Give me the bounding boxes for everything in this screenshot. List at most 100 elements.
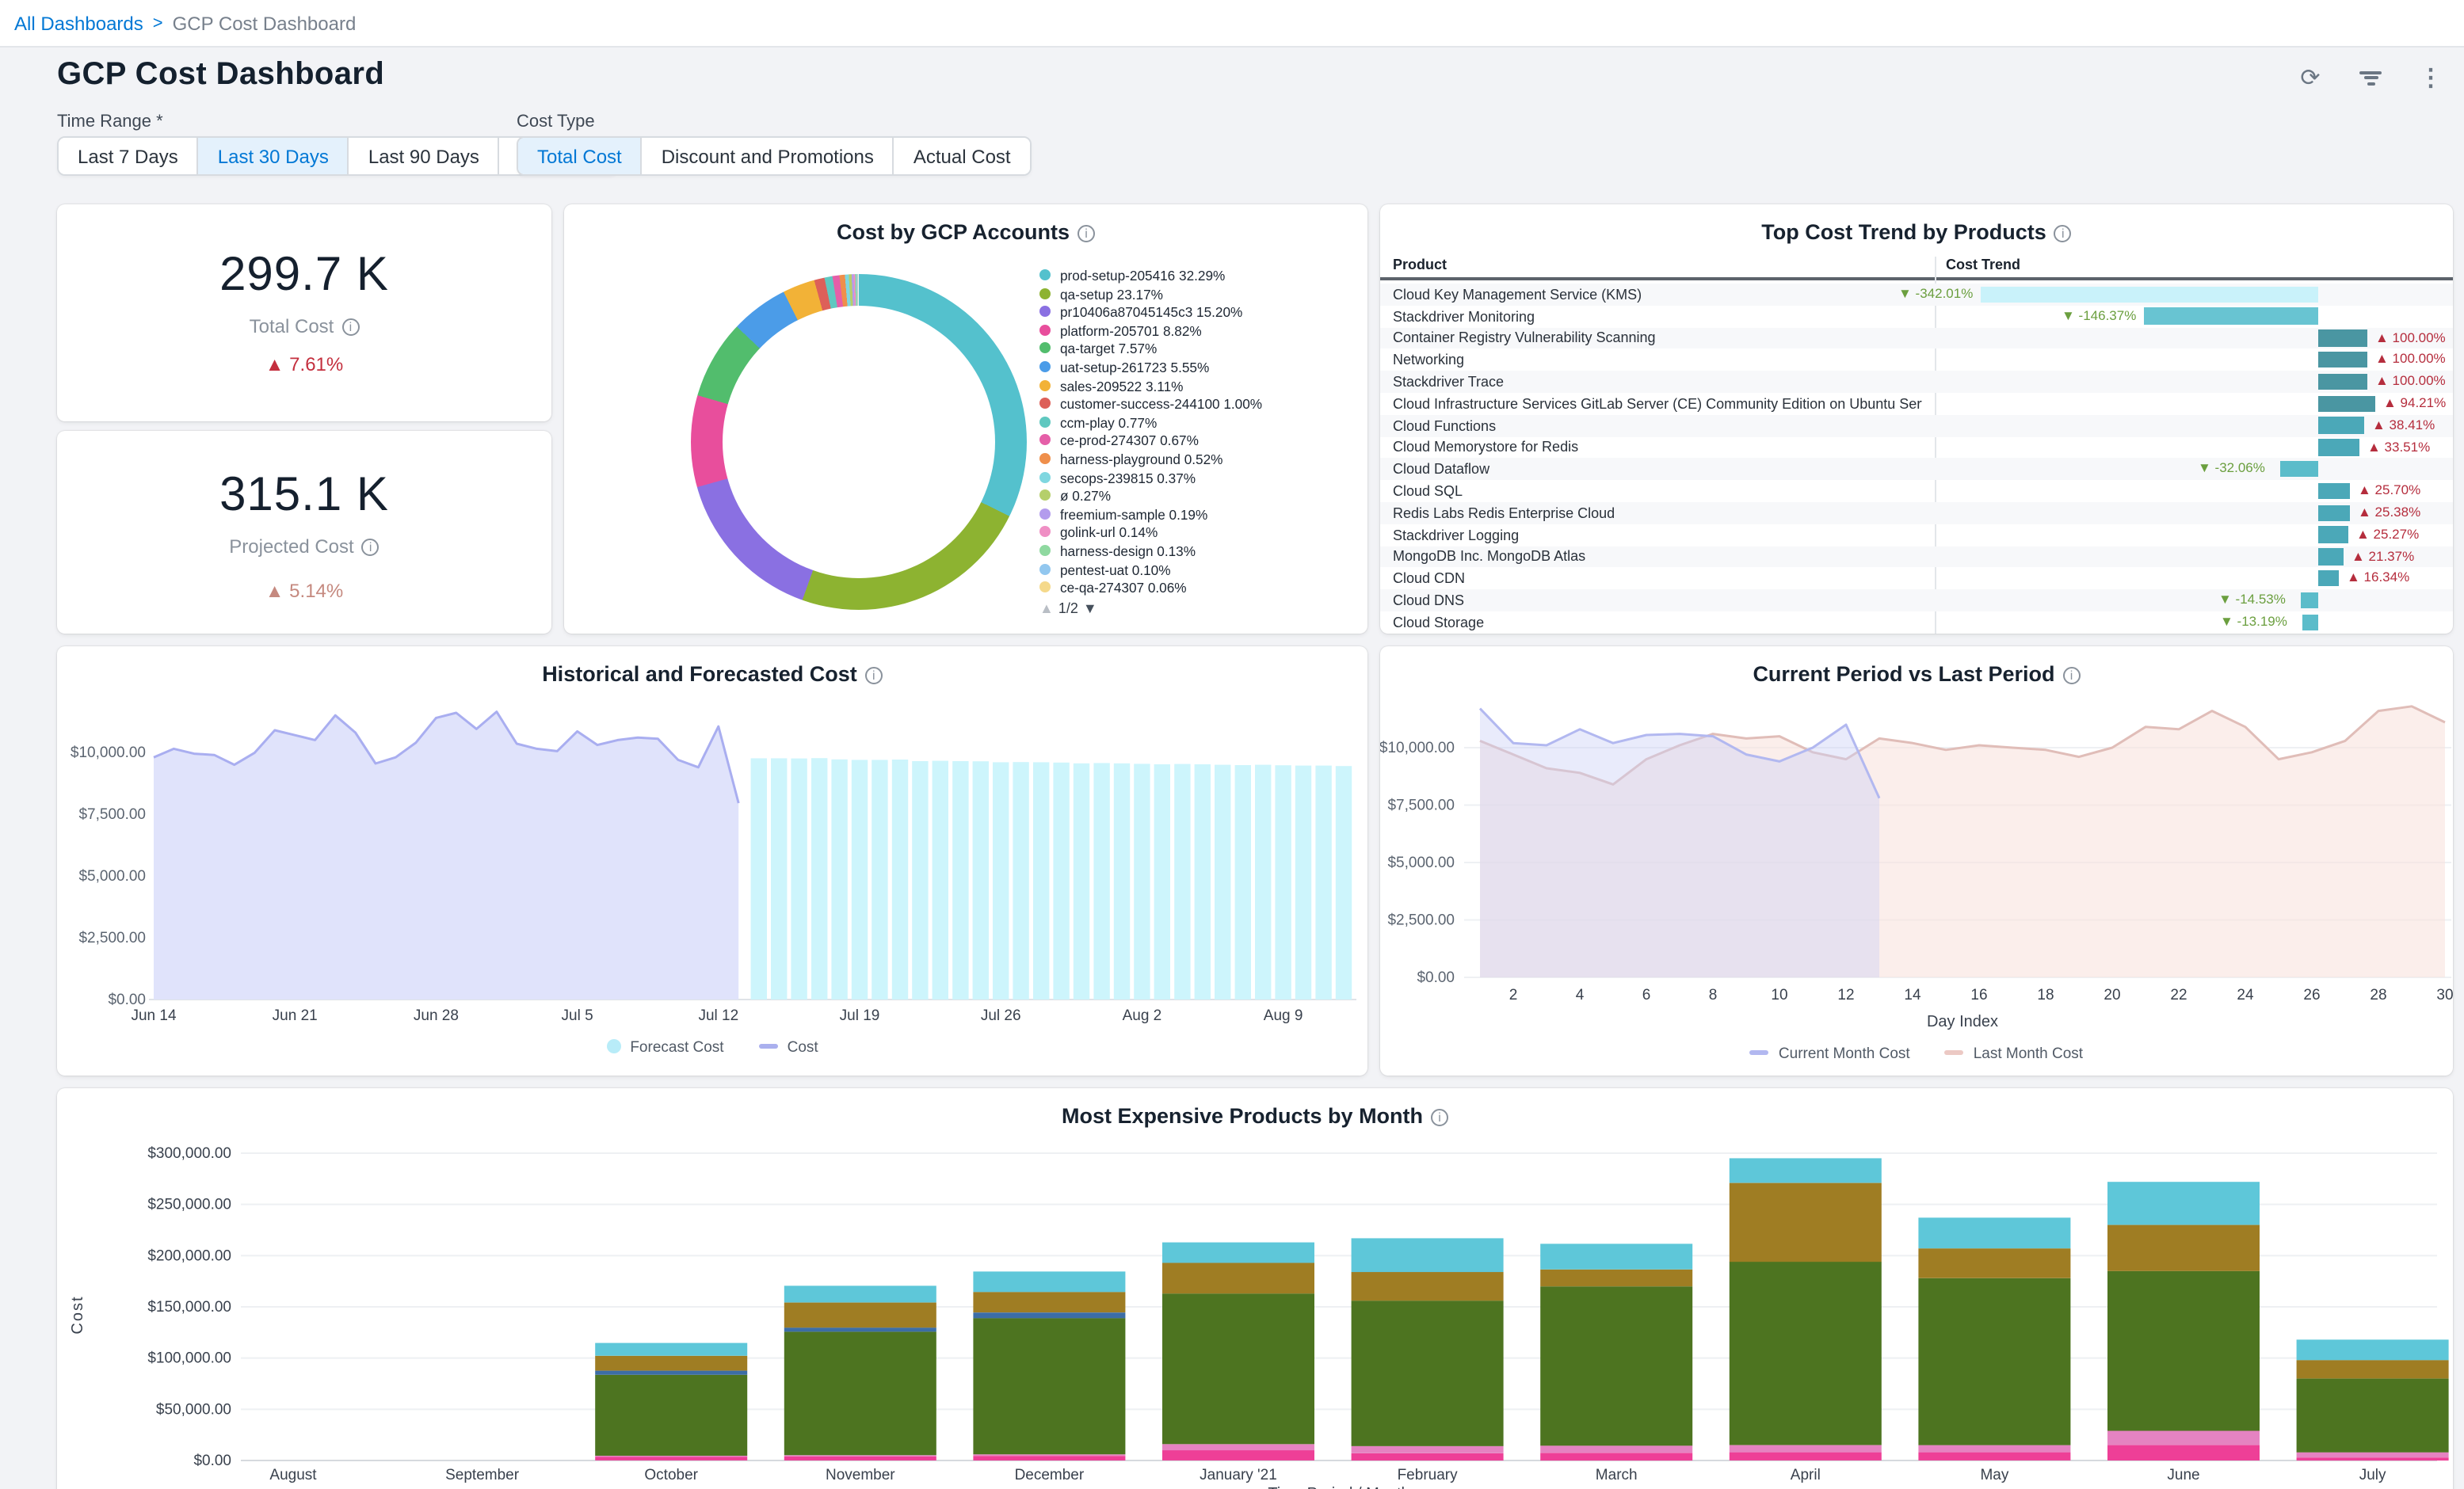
filter-icon[interactable] (2356, 63, 2385, 92)
cost-trend-cell: ▲ 33.51% (1922, 436, 2453, 459)
product-cell: Cloud CDN (1380, 571, 1922, 587)
legend-label: ce-prod-274307 0.67% (1060, 433, 1199, 449)
filter-option-last-30-days[interactable]: Last 30 Days (197, 138, 348, 174)
cost-trend-cell: ▲ 16.34% (1922, 568, 2453, 590)
table-row-container-registry-vulnerability-scannin[interactable]: Container Registry Vulnerability Scannin… (1380, 327, 2453, 349)
breadcrumb-link-all-dashboards[interactable]: All Dashboards (14, 12, 143, 34)
info-icon[interactable]: i (1431, 1109, 1448, 1126)
svg-text:2: 2 (1509, 987, 1518, 1003)
legend-item-ccm-play[interactable]: ccm-play 0.77% (1039, 415, 1356, 431)
table-row-cloud-memorystore-for-redis[interactable]: Cloud Memorystore for Redis▲ 33.51% (1380, 436, 2453, 459)
table-row-cloud-storage[interactable]: Cloud Storage▼ -13.19% (1380, 611, 2453, 634)
legend-cost[interactable]: Cost (759, 1039, 818, 1057)
info-icon[interactable]: i (341, 318, 359, 336)
product-cell: Redis Labs Redis Enterprise Cloud (1380, 505, 1922, 521)
table-row-stackdriver-monitoring[interactable]: Stackdriver Monitoring▼ -146.37% (1380, 306, 2453, 328)
legend-item-[interactable]: ø 0.27% (1039, 488, 1356, 504)
filter-option-discount-and-promotions[interactable]: Discount and Promotions (641, 138, 893, 174)
trend-bar (2280, 461, 2318, 478)
info-icon[interactable]: i (362, 539, 380, 556)
total-cost-value: 299.7 K (57, 249, 551, 303)
legend-swatch-icon (1039, 288, 1051, 299)
product-cell: Cloud Infrastructure Services GitLab Ser… (1380, 396, 1922, 412)
legend-item-platform-205701[interactable]: platform-205701 8.82% (1039, 323, 1356, 339)
legend-item-pentest-uat[interactable]: pentest-uat 0.10% (1039, 562, 1356, 577)
filter-option-last-90-days[interactable]: Last 90 Days (348, 138, 498, 174)
info-icon[interactable]: i (865, 667, 883, 684)
table-row-cloud-cdn[interactable]: Cloud CDN ▲ 16.34% (1380, 568, 2453, 590)
trend-bar (2144, 308, 2318, 325)
trend-bar (1981, 286, 2318, 303)
legend-page-up-icon[interactable]: ▲ (1039, 600, 1054, 616)
table-row-redis-labs-redis-enterprise-cloud[interactable]: Redis Labs Redis Enterprise Cloud▲ 25.38… (1380, 502, 2453, 524)
info-icon[interactable]: i (2063, 667, 2081, 684)
period-comparison-chart[interactable]: $0.00$2,500.00$5,000.00$7,500.00$10,000.… (1380, 694, 2453, 1039)
trend-value: ▲ 16.34% (2347, 569, 2409, 585)
legend-item-qa-target[interactable]: qa-target 7.57% (1039, 341, 1356, 357)
legend-current-month-cost[interactable]: Current Month Cost (1750, 1045, 1910, 1063)
svg-text:$300,000.00: $300,000.00 (147, 1145, 231, 1162)
legend-label: prod-setup-205416 32.29% (1060, 268, 1225, 284)
filter-option-total-cost[interactable]: Total Cost (518, 138, 641, 174)
monthly-stacked-bar-chart[interactable]: $0.00$50,000.00$100,000.00$150,000.00$20… (57, 1133, 2453, 1489)
table-row-cloud-infrastructure-services-gitlab-ser[interactable]: Cloud Infrastructure Services GitLab Ser… (1380, 393, 2453, 415)
table-row-cloud-sql[interactable]: Cloud SQL▲ 25.70% (1380, 480, 2453, 502)
historical-forecast-chart[interactable]: $0.00$2,500.00$5,000.00$7,500.00$10,000.… (57, 694, 1367, 1030)
legend-item-harness-design[interactable]: harness-design 0.13% (1039, 543, 1356, 559)
table-row-networking[interactable]: Networking▲ 100.00% (1380, 349, 2453, 371)
legend-label: harness-playground 0.52% (1060, 451, 1222, 467)
table-row-cloud-dns[interactable]: Cloud DNS▼ -14.53% (1380, 589, 2453, 611)
historical-chart-title: Historical and Forecasted Cost (542, 662, 857, 686)
legend-item-freemium-sample[interactable]: freemium-sample 0.19% (1039, 506, 1356, 522)
svg-text:4: 4 (1576, 987, 1585, 1003)
legend-item-golink-url[interactable]: golink-url 0.14% (1039, 525, 1356, 541)
table-row-mongodb-inc-mongodb-atlas[interactable]: MongoDB Inc. MongoDB Atlas▲ 21.37% (1380, 546, 2453, 568)
legend-swatch-icon (1039, 508, 1051, 519)
legend-last-month-cost[interactable]: Last Month Cost (1945, 1045, 2083, 1063)
legend-item-pr10406a87045145c3[interactable]: pr10406a87045145c3 15.20% (1039, 304, 1356, 320)
table-row-cloud-dataflow[interactable]: Cloud Dataflow▼ -32.06% (1380, 459, 2453, 481)
product-cell: Cloud Key Management Service (KMS) (1380, 287, 1922, 303)
legend-item-harness-playground[interactable]: harness-playground 0.52% (1039, 451, 1356, 467)
filter-option-actual-cost[interactable]: Actual Cost (893, 138, 1030, 174)
legend-item-ce-qa-274307[interactable]: ce-qa-274307 0.06% (1039, 580, 1356, 596)
refresh-icon[interactable]: ⟳ (2296, 63, 2325, 92)
trend-bar (2318, 483, 2350, 500)
svg-text:28: 28 (2370, 987, 2386, 1003)
legend-item-ce-prod-274307[interactable]: ce-prod-274307 0.67% (1039, 433, 1356, 449)
legend-item-qa-setup[interactable]: qa-setup 23.17% (1039, 286, 1356, 302)
table-row-stackdriver-logging[interactable]: Stackdriver Logging▲ 25.27% (1380, 524, 2453, 546)
legend-forecast-cost[interactable]: Forecast Cost (606, 1039, 723, 1057)
legend-item-uat-setup-261723[interactable]: uat-setup-261723 5.55% (1039, 360, 1356, 375)
svg-text:12: 12 (1837, 987, 1854, 1003)
filter-option-last-7-days[interactable]: Last 7 Days (59, 138, 197, 174)
legend-swatch-icon (1039, 435, 1051, 446)
table-row-stackdriver-trace[interactable]: Stackdriver Trace▲ 100.00% (1380, 371, 2453, 393)
legend-item-sales-209522[interactable]: sales-209522 3.11% (1039, 378, 1356, 394)
trend-bar (2318, 395, 2375, 412)
column-header-product[interactable]: Product (1393, 257, 1447, 272)
product-cell: Stackdriver Monitoring (1380, 308, 1922, 324)
legend-page-down-icon[interactable]: ▼ (1083, 600, 1097, 616)
trend-table-body: Cloud Key Management Service (KMS)▼ -342… (1380, 284, 2453, 634)
cost-trend-cell: ▲ 25.38% (1922, 502, 2453, 524)
column-header-cost-trend[interactable]: Cost Trend (1946, 257, 2020, 272)
kebab-menu-icon[interactable]: ⋮ (2416, 63, 2445, 92)
legend-marker-icon (1750, 1050, 1769, 1055)
trend-value: ▼ -342.01% (1898, 285, 1973, 301)
info-icon[interactable]: i (2054, 225, 2072, 242)
legend-label: ce-qa-274307 0.06% (1060, 580, 1187, 596)
svg-text:January '21: January '21 (1200, 1467, 1277, 1483)
legend-item-prod-setup-205416[interactable]: prod-setup-205416 32.29% (1039, 268, 1356, 284)
table-row-cloud-functions[interactable]: Cloud Functions▲ 38.41% (1380, 415, 2453, 437)
monthly-chart-title: Most Expensive Products by Month (1062, 1104, 1423, 1128)
table-row-cloud-key-management-service-kms[interactable]: Cloud Key Management Service (KMS)▼ -342… (1380, 284, 2453, 306)
legend-item-secops-239815[interactable]: secops-239815 0.37% (1039, 470, 1356, 486)
cost-trend-cell: ▼ -14.53% (1922, 589, 2453, 611)
info-icon[interactable]: i (1078, 225, 1095, 242)
svg-text:Jul 12: Jul 12 (698, 1007, 738, 1024)
legend-swatch-icon (1039, 361, 1051, 372)
product-cell: MongoDB Inc. MongoDB Atlas (1380, 549, 1922, 565)
trend-bar (2301, 592, 2318, 609)
legend-item-customer-success-244100[interactable]: customer-success-244100 1.00% (1039, 396, 1356, 412)
